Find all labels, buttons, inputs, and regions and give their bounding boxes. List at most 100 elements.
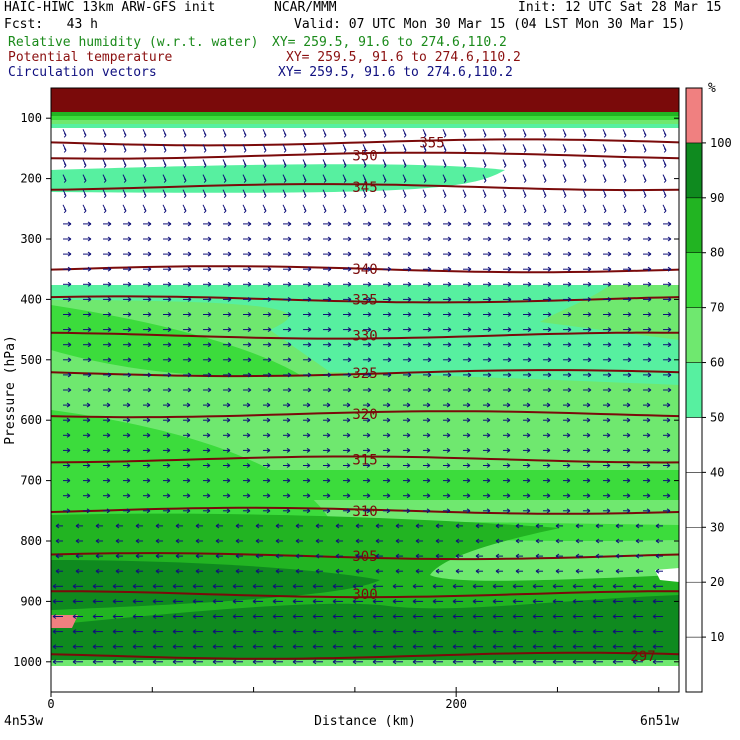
vector-head: [303, 178, 307, 183]
colorbar-unit: %: [708, 81, 716, 96]
vector-head: [635, 553, 640, 559]
vector-head: [72, 614, 77, 619]
vector-head: [495, 553, 500, 559]
vector-head: [467, 372, 472, 378]
vector-head: [303, 193, 307, 199]
plot-frame: [50, 87, 680, 693]
vector-head: [307, 342, 312, 348]
vector-head: [403, 132, 407, 138]
vector-head: [466, 463, 471, 468]
y-tick-label: 800: [20, 534, 42, 548]
vector-head: [127, 266, 132, 272]
vector-head: [466, 417, 471, 423]
vector-head: [403, 193, 407, 199]
vector-head: [575, 568, 580, 574]
vector-head: [283, 132, 287, 138]
vector-head: [643, 208, 647, 214]
vector-head: [587, 312, 592, 317]
vector-head: [55, 538, 60, 544]
org-label: NCAR/MMM: [274, 0, 337, 15]
vector-head: [583, 208, 587, 214]
vector-head: [607, 357, 612, 363]
vector-head: [566, 493, 571, 499]
vector-head: [186, 508, 191, 514]
vector-head: [443, 163, 447, 168]
vector-head: [387, 327, 392, 333]
vector-head: [107, 387, 112, 393]
vector-head: [266, 493, 271, 499]
vector-head: [163, 193, 167, 199]
vector-head: [535, 538, 540, 544]
vector-head: [486, 508, 491, 514]
vector-head: [266, 432, 271, 438]
vector-head: [107, 327, 112, 333]
theta-contour-line: [51, 295, 679, 304]
vector-head: [466, 432, 471, 438]
vector-head: [107, 312, 112, 317]
vector-head: [347, 372, 352, 378]
vector-head: [607, 387, 612, 393]
vector-head: [75, 523, 80, 529]
vector-head: [332, 583, 337, 589]
vector-head: [527, 312, 532, 317]
vector-head: [307, 296, 312, 302]
vector-head: [195, 568, 200, 574]
vector-head: [647, 327, 652, 333]
vector-head: [532, 644, 537, 650]
vector-head: [547, 251, 552, 257]
colorbar-tick-label: 40: [710, 465, 724, 479]
vector-head: [283, 163, 287, 168]
vector-head: [52, 614, 57, 619]
vector-head: [487, 251, 492, 257]
vector-head: [306, 508, 311, 514]
vector-head: [495, 523, 500, 529]
vector-head: [666, 402, 671, 408]
vector-head: [363, 163, 367, 168]
vector-head: [283, 208, 287, 214]
vector-head: [587, 327, 592, 333]
vector-head: [106, 402, 111, 408]
vector-head: [475, 523, 480, 529]
vector-head: [232, 659, 237, 665]
vector-head: [87, 387, 92, 393]
vector-head: [207, 327, 212, 333]
vector-head: [467, 312, 472, 317]
vector-head: [72, 598, 77, 604]
vector-head: [227, 372, 232, 378]
vector-head: [166, 402, 171, 408]
vector-head: [183, 148, 187, 153]
vector-head: [223, 148, 227, 153]
vector-head: [326, 463, 331, 468]
vector-head: [415, 568, 420, 574]
vector-head: [287, 387, 292, 393]
vector-head: [352, 659, 357, 665]
vector-head: [647, 387, 652, 393]
vector-head: [107, 342, 112, 348]
vector-head: [212, 644, 217, 650]
vector-head: [195, 538, 200, 544]
theta-contour-line: [51, 331, 679, 340]
vector-head: [287, 296, 292, 302]
vector-head: [447, 251, 452, 257]
vector-head: [435, 553, 440, 559]
vector-head: [375, 568, 380, 574]
vector-head: [367, 357, 372, 363]
vector-head: [103, 178, 107, 183]
vector-head: [426, 478, 431, 484]
vector-head: [386, 478, 391, 484]
vector-head: [406, 447, 411, 453]
vector-head: [206, 402, 211, 408]
vector-head: [187, 387, 192, 393]
vector-head: [103, 132, 107, 138]
vector-head: [367, 296, 372, 302]
vector-head: [415, 523, 420, 529]
vector-head: [87, 312, 92, 317]
vector-head: [187, 266, 192, 272]
vector-head: [123, 163, 127, 168]
vector-head: [427, 236, 432, 242]
vector-head: [226, 447, 231, 453]
field-rh-xy: XY= 259.5, 91.6 to 274.6,110.2: [272, 35, 507, 50]
vector-head: [615, 538, 620, 544]
vector-head: [447, 266, 452, 272]
vector-head: [532, 583, 537, 589]
